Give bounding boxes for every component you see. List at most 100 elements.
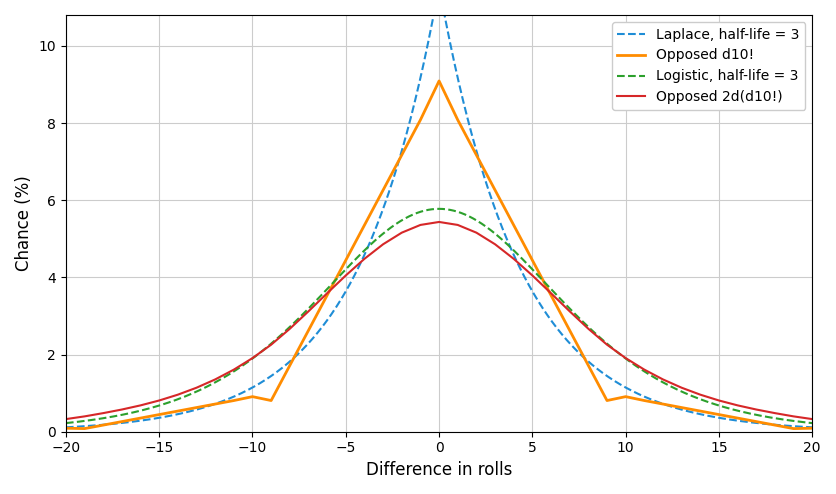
X-axis label: Difference in rolls: Difference in rolls	[366, 461, 512, 479]
Opposed 2d(d10!)	[378, 241, 388, 247]
Opposed d10!	[415, 117, 426, 123]
Logistic, half-life = 3	[808, 420, 818, 426]
Opposed d10!	[173, 408, 183, 414]
Opposed 2d(d10!)	[770, 410, 780, 416]
Opposed 2d(d10!)	[696, 392, 706, 398]
Opposed d10!	[508, 222, 518, 228]
Legend: Laplace, half-life = 3, Opposed d10!, Logistic, half-life = 3, Opposed 2d(d10!): Laplace, half-life = 3, Opposed d10!, Lo…	[612, 22, 805, 110]
Opposed d10!	[98, 422, 108, 428]
Opposed d10!	[490, 187, 500, 193]
Opposed d10!	[266, 398, 276, 404]
Opposed d10!	[322, 292, 332, 298]
Opposed 2d(d10!)	[714, 398, 724, 404]
Logistic, half-life = 3	[375, 234, 385, 240]
Opposed d10!	[191, 405, 201, 411]
Y-axis label: Chance (%): Chance (%)	[15, 175, 33, 271]
Opposed d10!	[247, 394, 257, 400]
Line: Laplace, half-life = 3: Laplace, half-life = 3	[66, 0, 813, 427]
Opposed 2d(d10!)	[528, 273, 538, 279]
Opposed 2d(d10!)	[788, 413, 798, 419]
Opposed d10!	[229, 398, 239, 404]
Opposed d10!	[808, 425, 818, 431]
Laplace, half-life = 3	[747, 419, 757, 425]
Opposed d10!	[341, 257, 351, 263]
Line: Opposed d10!: Opposed d10!	[66, 81, 813, 429]
Line: Opposed 2d(d10!): Opposed 2d(d10!)	[66, 222, 813, 419]
Opposed 2d(d10!)	[434, 219, 444, 225]
Opposed 2d(d10!)	[453, 222, 463, 228]
Opposed 2d(d10!)	[415, 222, 426, 228]
Opposed d10!	[303, 328, 314, 333]
Opposed d10!	[620, 394, 630, 400]
Opposed d10!	[434, 78, 444, 84]
Opposed d10!	[640, 398, 650, 404]
Opposed 2d(d10!)	[676, 385, 686, 391]
Opposed 2d(d10!)	[732, 403, 742, 409]
Opposed 2d(d10!)	[397, 230, 407, 236]
Opposed 2d(d10!)	[247, 355, 257, 361]
Opposed 2d(d10!)	[658, 376, 668, 382]
Opposed d10!	[564, 328, 574, 333]
Opposed d10!	[788, 426, 798, 432]
Laplace, half-life = 3	[375, 216, 385, 222]
Opposed 2d(d10!)	[546, 290, 556, 296]
Opposed 2d(d10!)	[640, 367, 650, 372]
Opposed d10!	[472, 152, 482, 158]
Opposed d10!	[546, 292, 556, 298]
Opposed d10!	[61, 425, 71, 431]
Opposed 2d(d10!)	[117, 407, 127, 412]
Opposed 2d(d10!)	[229, 367, 239, 372]
Opposed d10!	[378, 187, 388, 193]
Opposed 2d(d10!)	[490, 241, 500, 247]
Laplace, half-life = 3	[415, 75, 426, 81]
Opposed 2d(d10!)	[79, 413, 89, 419]
Opposed 2d(d10!)	[98, 410, 108, 416]
Opposed 2d(d10!)	[191, 385, 201, 391]
Logistic, half-life = 3	[604, 342, 614, 348]
Opposed 2d(d10!)	[359, 256, 370, 262]
Opposed 2d(d10!)	[472, 230, 482, 236]
Opposed 2d(d10!)	[303, 308, 314, 314]
Opposed 2d(d10!)	[752, 407, 762, 412]
Opposed 2d(d10!)	[61, 416, 71, 422]
Opposed d10!	[210, 401, 220, 407]
Opposed 2d(d10!)	[266, 342, 276, 348]
Opposed 2d(d10!)	[508, 256, 518, 262]
Laplace, half-life = 3	[808, 424, 818, 430]
Laplace, half-life = 3	[604, 374, 614, 380]
Opposed d10!	[135, 415, 145, 421]
Logistic, half-life = 3	[415, 209, 426, 215]
Opposed 2d(d10!)	[602, 342, 612, 348]
Opposed 2d(d10!)	[173, 392, 183, 398]
Opposed d10!	[732, 415, 742, 421]
Opposed d10!	[658, 401, 668, 407]
Opposed 2d(d10!)	[584, 326, 594, 332]
Logistic, half-life = 3	[380, 229, 390, 235]
Opposed d10!	[117, 418, 127, 424]
Laplace, half-life = 3	[380, 200, 390, 206]
Logistic, half-life = 3	[61, 420, 71, 426]
Opposed 2d(d10!)	[808, 416, 818, 422]
Opposed d10!	[453, 117, 463, 123]
Opposed d10!	[676, 405, 686, 411]
Opposed d10!	[696, 408, 706, 414]
Opposed 2d(d10!)	[285, 326, 295, 332]
Opposed d10!	[359, 222, 370, 228]
Opposed d10!	[154, 412, 164, 417]
Logistic, half-life = 3	[434, 206, 444, 212]
Opposed 2d(d10!)	[135, 403, 145, 409]
Opposed d10!	[584, 363, 594, 369]
Opposed 2d(d10!)	[341, 273, 351, 279]
Logistic, half-life = 3	[784, 417, 794, 423]
Opposed 2d(d10!)	[322, 290, 332, 296]
Logistic, half-life = 3	[747, 411, 757, 417]
Opposed 2d(d10!)	[564, 308, 574, 314]
Opposed d10!	[602, 398, 612, 404]
Opposed d10!	[528, 257, 538, 263]
Opposed d10!	[752, 418, 762, 424]
Laplace, half-life = 3	[784, 423, 794, 429]
Opposed 2d(d10!)	[620, 355, 630, 361]
Opposed d10!	[79, 426, 89, 432]
Opposed d10!	[397, 152, 407, 158]
Line: Logistic, half-life = 3: Logistic, half-life = 3	[66, 209, 813, 423]
